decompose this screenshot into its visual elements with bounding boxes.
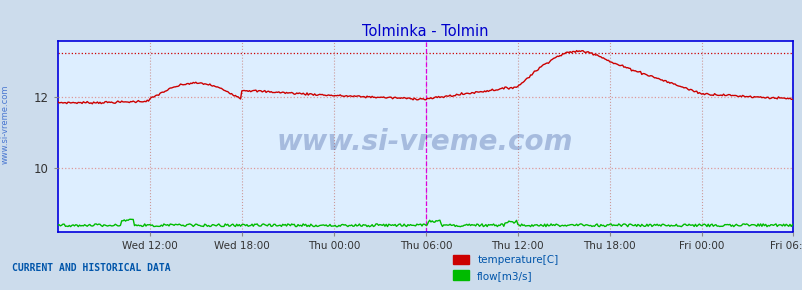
Legend: temperature[C], flow[m3/s]: temperature[C], flow[m3/s] (448, 251, 562, 285)
Text: CURRENT AND HISTORICAL DATA: CURRENT AND HISTORICAL DATA (12, 263, 171, 273)
Title: Tolminka - Tolmin: Tolminka - Tolmin (362, 24, 488, 39)
Text: www.si-vreme.com: www.si-vreme.com (0, 85, 10, 164)
Text: www.si-vreme.com: www.si-vreme.com (277, 128, 573, 156)
